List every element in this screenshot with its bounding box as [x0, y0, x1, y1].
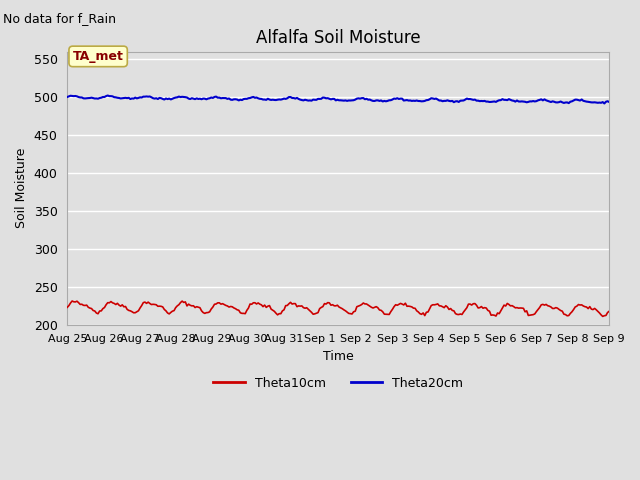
Title: Alfalfa Soil Moisture: Alfalfa Soil Moisture: [256, 29, 420, 48]
Text: TA_met: TA_met: [73, 50, 124, 63]
Text: No data for f_Rain: No data for f_Rain: [3, 12, 116, 25]
Legend: Theta10cm, Theta20cm: Theta10cm, Theta20cm: [209, 372, 468, 395]
X-axis label: Time: Time: [323, 350, 354, 363]
Y-axis label: Soil Moisture: Soil Moisture: [15, 148, 28, 228]
